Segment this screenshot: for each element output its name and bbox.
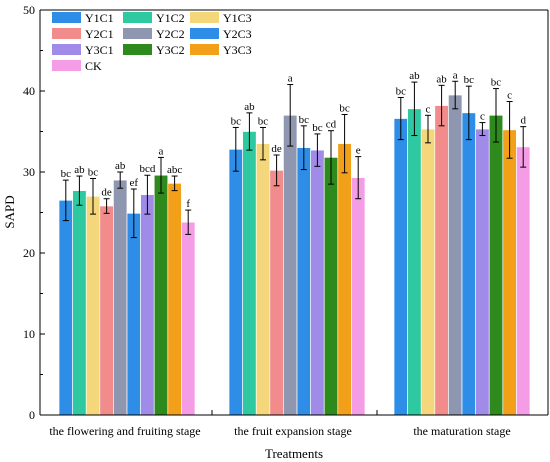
bar-Y2C1-1 — [269, 170, 284, 416]
significance-label: c — [426, 103, 431, 115]
significance-label: bcd — [139, 163, 155, 175]
bar-Y2C1-0 — [99, 205, 114, 416]
legend-label-Y1C1: Y1C1 — [85, 11, 114, 25]
legend-swatch-Y2C2 — [123, 28, 152, 39]
legend-swatch-Y2C3 — [190, 28, 219, 39]
bar-Y1C2-1 — [242, 131, 257, 416]
y-tick-label: 0 — [29, 408, 35, 422]
y-tick-label: 40 — [23, 84, 35, 98]
significance-label: bc — [464, 74, 475, 86]
significance-label: abc — [167, 164, 182, 176]
y-tick-label: 50 — [23, 3, 35, 17]
bar-Y2C3-1 — [296, 147, 311, 416]
bar-Y3C1-1 — [310, 149, 325, 416]
legend-label-Y1C3: Y1C3 — [223, 11, 252, 25]
significance-label: ef — [130, 177, 139, 189]
y-tick-label: 30 — [23, 165, 35, 179]
significance-label: bc — [312, 122, 323, 134]
bar-Y1C2-0 — [72, 190, 87, 416]
legend-swatch-Y3C2 — [123, 44, 152, 55]
legend-swatch-Y1C1 — [52, 12, 81, 23]
legend-swatch-CK — [52, 60, 81, 71]
bar-Y1C3-1 — [255, 143, 271, 416]
significance-label: ab — [74, 164, 85, 176]
significance-label: bc — [231, 115, 242, 127]
significance-label: a — [453, 69, 458, 81]
bar-Y3C2-1 — [323, 157, 339, 416]
significance-label: d — [520, 115, 526, 127]
bar-Y3C3-1 — [337, 143, 352, 416]
bar-Y3C3-2 — [502, 129, 517, 416]
bar-Y3C2-2 — [488, 115, 504, 416]
bar-CK-0 — [181, 221, 196, 416]
bar-Y2C3-0 — [126, 213, 141, 416]
bar-CK-2 — [516, 146, 531, 416]
legend-swatch-Y1C2 — [123, 12, 152, 23]
significance-label: c — [507, 90, 512, 102]
bar-Y1C1-2 — [393, 118, 408, 416]
legend-swatch-Y1C3 — [190, 12, 219, 23]
significance-label: a — [288, 73, 293, 85]
y-tick-label: 10 — [23, 327, 35, 341]
x-tick-label: the maturation stage — [413, 424, 510, 438]
y-axis-title: SAPD — [2, 195, 17, 228]
significance-label: bc — [299, 114, 310, 126]
bar-Y2C3-2 — [461, 112, 476, 416]
bar-Y1C1-0 — [58, 200, 73, 416]
legend-label-Y2C3: Y2C3 — [223, 27, 252, 41]
bar-Y1C2-2 — [407, 108, 422, 416]
bar-CK-1 — [351, 177, 366, 416]
bar-Y3C1-0 — [140, 194, 155, 416]
bar-Y2C1-2 — [434, 105, 449, 416]
significance-label: cd — [326, 119, 337, 131]
legend-swatch-Y3C3 — [190, 44, 219, 55]
legend-label-Y2C1: Y2C1 — [85, 27, 114, 41]
significance-label: f — [186, 198, 190, 210]
significance-label: a — [159, 145, 164, 157]
significance-label: bc — [258, 115, 269, 127]
legend-label-Y2C2: Y2C2 — [156, 27, 185, 41]
legend: Y1C1 Y1C2 Y1C3 Y2C1 Y2C2 Y2C3 Y3C1 Y3C2 Y3C3 CK — [52, 11, 252, 73]
significance-label: bc — [491, 77, 502, 89]
bar-Y2C2-0 — [113, 179, 128, 416]
axes-layer: 0 10 20 30 40 50 the flowering and fruiting st… — [23, 3, 549, 438]
legend-label-CK: CK — [85, 59, 102, 73]
significance-label: e — [356, 145, 361, 157]
significance-label: bc — [339, 102, 350, 114]
significance-label: ab — [436, 73, 447, 85]
significance-label: ab — [244, 101, 255, 113]
x-tick-label: the fruit expansion stage — [234, 424, 352, 438]
significance-label: de — [101, 187, 112, 199]
y-tick-label: 20 — [23, 246, 35, 260]
significance-label: bc — [88, 166, 99, 178]
significance-label: de — [271, 143, 282, 155]
significance-label: ab — [115, 160, 126, 172]
significance-label: ab — [409, 70, 420, 82]
bar-Y3C1-2 — [475, 128, 490, 416]
significance-label: c — [480, 111, 485, 123]
bar-Y1C3-0 — [85, 196, 101, 416]
x-tick-label: the flowering and fruiting stage — [49, 424, 200, 438]
legend-swatch-Y3C1 — [52, 44, 81, 55]
legend-label-Y3C1: Y3C1 — [85, 43, 114, 57]
legend-label-Y1C2: Y1C2 — [156, 11, 185, 25]
significance-label: bc — [396, 85, 407, 97]
bar-Y1C1-1 — [228, 149, 243, 416]
legend-swatch-Y2C1 — [52, 28, 81, 39]
bar-Y2C2-2 — [448, 94, 463, 416]
x-axis-title: Treatments — [265, 446, 323, 461]
legend-label-Y3C3: Y3C3 — [223, 43, 252, 57]
bar-Y3C3-0 — [167, 183, 182, 416]
legend-label-Y3C2: Y3C2 — [156, 43, 185, 57]
bar-Y2C2-1 — [283, 115, 298, 416]
significance-label: bc — [61, 168, 72, 180]
bar-Y3C2-0 — [153, 174, 169, 416]
bar-Y1C3-2 — [420, 128, 436, 416]
